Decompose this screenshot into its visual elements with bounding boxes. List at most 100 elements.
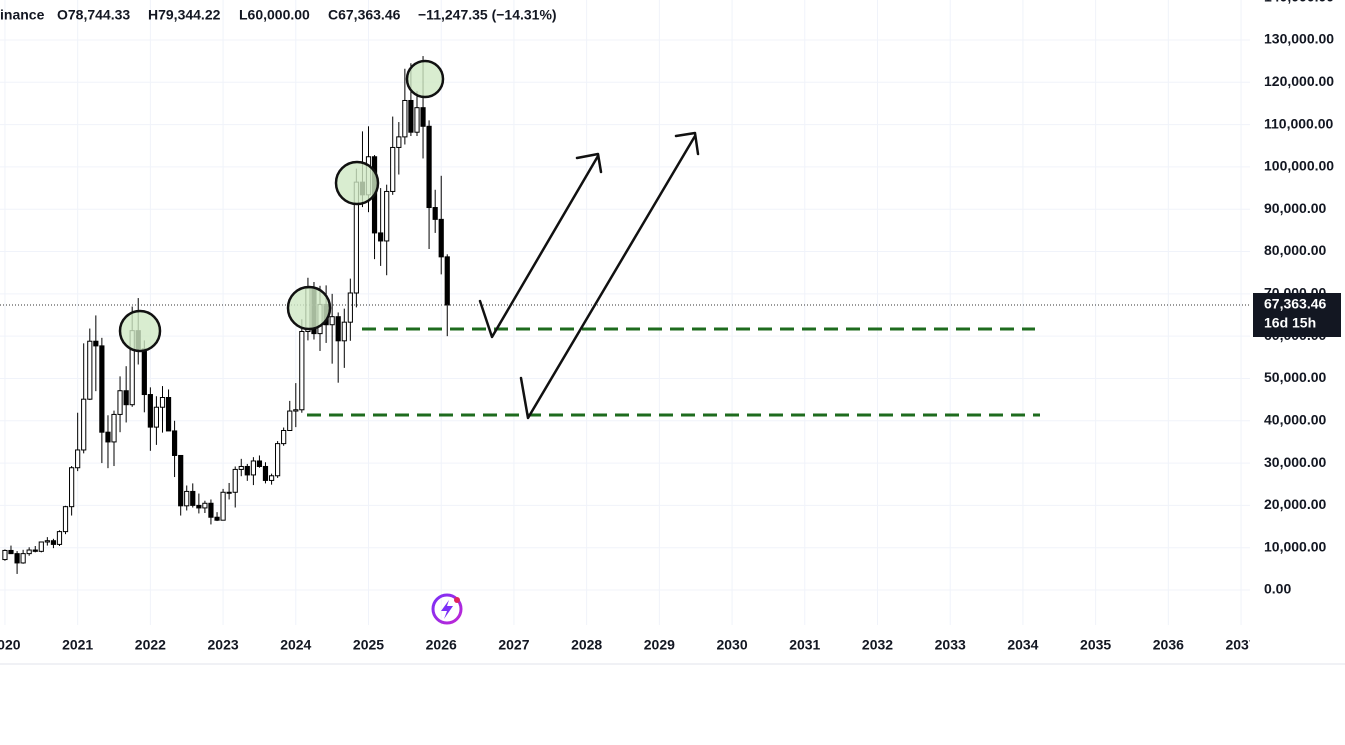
candle-body <box>196 504 202 509</box>
candle-body <box>426 125 432 209</box>
y-tick-label: 90,000.00 <box>1264 200 1326 216</box>
candle-body <box>159 397 166 408</box>
highlight-circle <box>118 309 162 353</box>
candle-body <box>38 541 44 552</box>
candle-body <box>50 540 57 545</box>
candle-body <box>281 430 287 445</box>
candle-body <box>299 330 305 411</box>
support-lines <box>307 327 1040 417</box>
candle-body <box>99 345 105 433</box>
candle-body <box>117 390 123 415</box>
candles <box>0 56 1250 574</box>
y-tick-label: 120,000.00 <box>1264 73 1334 89</box>
candle-body <box>432 207 438 220</box>
y-tick-label: 10,000.00 <box>1264 538 1326 554</box>
highlight-circle <box>286 285 332 331</box>
logo-dot <box>454 597 460 603</box>
candle-body <box>444 256 450 306</box>
candle-body <box>171 430 178 456</box>
ohlc-field: −11,247.35 (−14.31%) <box>418 7 557 23</box>
candle-body <box>62 506 69 533</box>
y-tick-label: 80,000.00 <box>1264 242 1326 258</box>
y-tick-label: 100,000.00 <box>1264 158 1334 174</box>
candle-body <box>165 397 172 432</box>
candle-body <box>2 549 8 561</box>
price-label: 67,363.46 <box>1264 296 1326 312</box>
x-tick-label: 2029 <box>644 637 675 653</box>
x-tick-label: 2030 <box>716 637 747 653</box>
candle-body <box>153 406 160 428</box>
candle-body <box>408 99 414 133</box>
x-tick-label: 2023 <box>208 637 239 653</box>
arrow <box>519 134 697 420</box>
ohlc-field: H79,344.22 <box>148 7 221 23</box>
y-tick-label: 20,000.00 <box>1264 496 1326 512</box>
countdown: 16d 15h <box>1264 315 1316 331</box>
circles <box>118 59 445 353</box>
x-tick-label: 2035 <box>1080 637 1111 653</box>
y-tick-label: 130,000.00 <box>1264 31 1334 47</box>
logo-ring <box>431 593 463 625</box>
grid <box>0 0 1250 625</box>
candle-body <box>20 553 26 564</box>
candle-body <box>390 146 396 192</box>
y-tick-label: 40,000.00 <box>1264 411 1326 427</box>
candle-body <box>384 190 390 242</box>
candle-body <box>26 549 32 555</box>
candle-body <box>56 531 63 545</box>
candle-body <box>190 490 196 506</box>
candle-body <box>111 413 117 443</box>
x-tick-label: 2026 <box>426 637 457 653</box>
y-tick-label: 0.00 <box>1264 581 1291 597</box>
logo <box>431 593 463 625</box>
x-tick-label: 2025 <box>353 637 384 653</box>
candle-body <box>75 449 81 469</box>
y-tick-label: 30,000.00 <box>1264 454 1326 470</box>
candle-body <box>14 553 20 564</box>
candle-body <box>341 321 347 342</box>
arrow-head <box>575 152 603 174</box>
highlight-circle <box>405 59 445 99</box>
x-tick-label: 2036 <box>1153 637 1184 653</box>
candle-body <box>202 502 208 509</box>
candle-body <box>123 390 129 406</box>
x-tick-label: 2037 <box>1225 637 1256 653</box>
y-tick-label: 50,000.00 <box>1264 369 1326 385</box>
y-tick-label: 110,000.00 <box>1264 115 1334 131</box>
candle-body <box>378 232 384 242</box>
ohlc-field: L60,000.00 <box>239 7 310 23</box>
candle-body <box>141 348 147 396</box>
arrows <box>478 131 700 420</box>
candle-body <box>329 316 335 326</box>
x-tick-label: 2021 <box>62 637 93 653</box>
candle-body <box>226 491 232 494</box>
ohlc-field: C67,363.46 <box>328 7 401 23</box>
candle-body <box>438 218 444 258</box>
candle-body <box>244 465 250 476</box>
candle-body <box>414 107 420 133</box>
highlight-circle <box>334 160 380 206</box>
ohlc-field: inance <box>0 7 45 23</box>
x-tick-label: 2024 <box>280 637 311 653</box>
candle-body <box>105 431 111 443</box>
candle-body <box>347 292 353 323</box>
candle-body <box>220 491 226 521</box>
candle-body <box>275 443 281 477</box>
candle-body <box>268 475 275 481</box>
x-tick-label: 2034 <box>1007 637 1038 653</box>
candle-body <box>147 394 153 428</box>
candle-body <box>208 502 214 518</box>
logo-bolt <box>441 600 453 619</box>
x-tick-label: 2033 <box>935 637 966 653</box>
candle-body <box>69 467 75 508</box>
candle-body <box>238 465 244 470</box>
candle-body <box>256 460 263 467</box>
candle-body <box>287 410 293 432</box>
x-tick-label: 2028 <box>571 637 602 653</box>
candle-body <box>232 468 238 493</box>
candle-body <box>184 490 190 507</box>
arrow <box>478 154 600 339</box>
